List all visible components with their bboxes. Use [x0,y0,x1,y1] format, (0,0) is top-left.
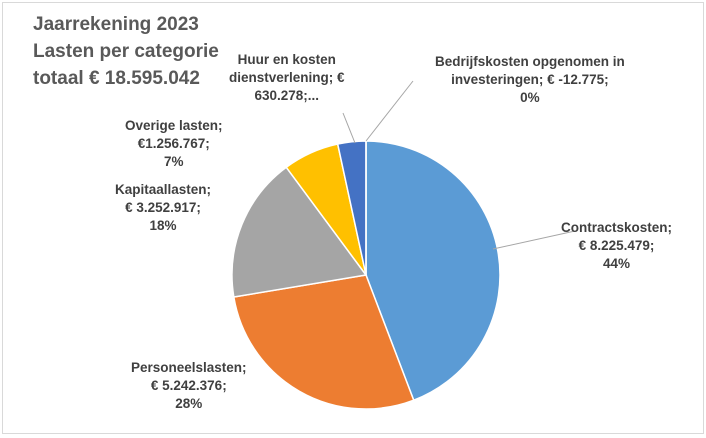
leader-huur [342,112,356,144]
label-personeelslasten-percent: 28% [175,396,203,411]
label-personeelslasten: Personeelslasten; € 5.242.376; 28% [131,359,247,413]
label-contractskosten: Contractskosten; € 8.225.479; 44% [561,219,672,273]
label-kapitaallasten-name: Kapitaallasten; [115,182,212,197]
label-huur-value: 630.278;... [254,88,320,103]
leader-contractskosten [492,230,576,250]
chart-title: Jaarrekening 2023 [33,14,199,35]
label-bedrijfskosten-value: investeringen; € -12.775; [451,72,609,87]
label-huur-name: Huur en kosten [237,52,336,67]
leader-bedrijfskosten [365,80,414,142]
label-huur-dienstverlening: Huur en kosten dienstverlening; € 630.27… [229,51,345,105]
label-personeelslasten-value: € 5.242.376; [150,378,227,393]
label-kapitaallasten-value: € 3.252.917; [125,200,201,215]
label-contractskosten-percent: 44% [603,256,631,271]
label-bedrijfskosten-name: Bedrijfskosten opgenomen in [435,54,625,69]
pie-slice-personeelslasten [232,274,415,410]
label-bedrijfskosten: Bedrijfskosten opgenomen in investeringe… [435,53,625,107]
chart-title-block: Jaarrekening 2023 Lasten per categorie t… [33,11,219,92]
chart-subtitle: Lasten per categorie [33,41,219,62]
pie-chart [231,80,576,410]
label-contractskosten-name: Contractskosten; [561,220,673,235]
label-kapitaallasten-percent: 18% [149,218,177,233]
label-contractskosten-value: € 8.225.479; [578,238,655,253]
pie-slice-kapitaallasten [231,166,368,298]
label-overige-lasten-value: €1.256.767; [137,136,210,151]
label-overige-lasten-percent: 7% [164,154,184,169]
label-overige-lasten: Overige lasten; €1.256.767; 7% [125,117,223,171]
pie-slice-contractskosten [365,140,501,402]
label-kapitaallasten: Kapitaallasten; € 3.252.917; 18% [115,181,211,235]
chart-total: totaal € 18.595.042 [33,68,200,89]
label-huur-name-cont: dienstverlening; € [229,70,345,85]
label-personeelslasten-name: Personeelslasten; [131,360,247,375]
label-bedrijfskosten-percent: 0% [520,90,540,105]
label-overige-lasten-name: Overige lasten; [125,118,223,133]
